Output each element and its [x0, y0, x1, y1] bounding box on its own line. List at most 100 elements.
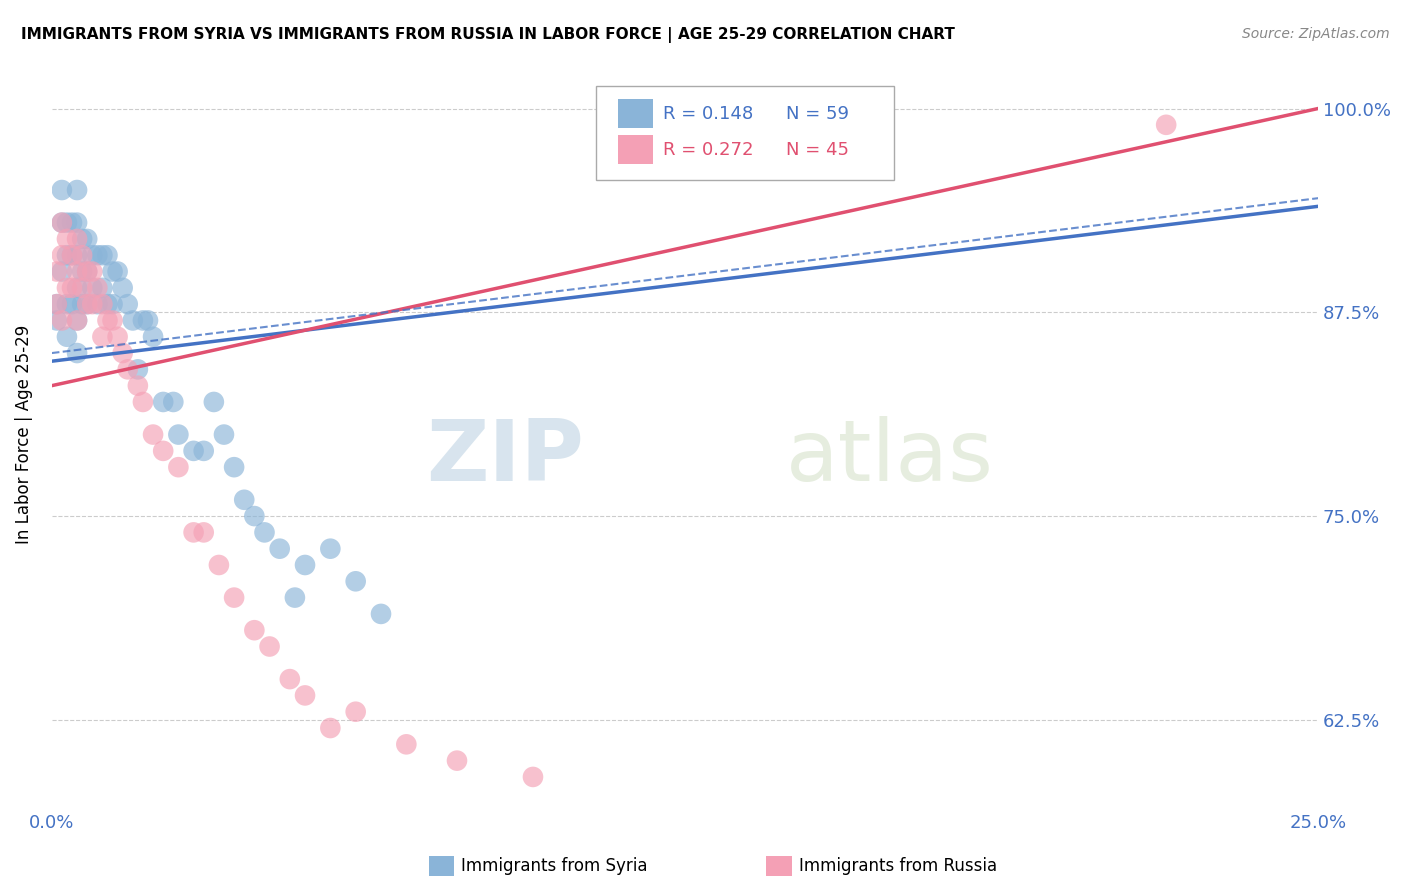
Point — [152, 443, 174, 458]
Point — [127, 378, 149, 392]
Point — [142, 330, 165, 344]
Point — [60, 248, 83, 262]
Bar — [617, 136, 654, 164]
Point — [233, 492, 256, 507]
Point — [66, 346, 89, 360]
Point — [56, 297, 79, 311]
Point — [91, 297, 114, 311]
Point — [127, 362, 149, 376]
Text: IMMIGRANTS FROM SYRIA VS IMMIGRANTS FROM RUSSIA IN LABOR FORCE | AGE 25-29 CORRE: IMMIGRANTS FROM SYRIA VS IMMIGRANTS FROM… — [21, 27, 955, 43]
Point — [66, 313, 89, 327]
Text: Immigrants from Russia: Immigrants from Russia — [799, 857, 997, 875]
Point — [193, 443, 215, 458]
Point — [76, 264, 98, 278]
Point — [111, 281, 134, 295]
Point — [70, 297, 93, 311]
Point — [66, 248, 89, 262]
Point — [76, 297, 98, 311]
Point — [224, 460, 246, 475]
Point — [82, 264, 104, 278]
Point — [243, 509, 266, 524]
Text: N = 59: N = 59 — [786, 104, 849, 122]
Point — [208, 558, 231, 572]
Point — [193, 525, 215, 540]
Point — [76, 264, 98, 278]
Point — [45, 297, 67, 311]
Point — [152, 395, 174, 409]
Point — [101, 297, 124, 311]
Point — [91, 248, 114, 262]
Point — [446, 754, 468, 768]
Point — [344, 574, 367, 589]
Text: R = 0.148: R = 0.148 — [664, 104, 754, 122]
Point — [162, 395, 184, 409]
Point — [66, 232, 89, 246]
Point — [56, 330, 79, 344]
Point — [51, 313, 73, 327]
Point — [66, 264, 89, 278]
Point — [70, 281, 93, 295]
Point — [101, 264, 124, 278]
Point — [56, 281, 79, 295]
Point — [86, 248, 108, 262]
Point — [51, 248, 73, 262]
Point — [45, 264, 67, 278]
Point — [101, 313, 124, 327]
Point — [344, 705, 367, 719]
Point — [107, 330, 129, 344]
Point — [60, 281, 83, 295]
Text: ZIP: ZIP — [426, 416, 583, 499]
Point — [66, 281, 89, 295]
Point — [76, 232, 98, 246]
Point — [278, 672, 301, 686]
Point — [202, 395, 225, 409]
Point — [319, 721, 342, 735]
Point — [96, 297, 118, 311]
Point — [1154, 118, 1177, 132]
Y-axis label: In Labor Force | Age 25-29: In Labor Force | Age 25-29 — [15, 325, 32, 544]
Point — [294, 558, 316, 572]
Point — [395, 737, 418, 751]
Point — [45, 313, 67, 327]
Text: N = 45: N = 45 — [786, 141, 849, 159]
Point — [91, 330, 114, 344]
Point — [51, 216, 73, 230]
Point — [142, 427, 165, 442]
Point — [224, 591, 246, 605]
Point — [60, 297, 83, 311]
Point — [45, 297, 67, 311]
Point — [76, 297, 98, 311]
Point — [107, 264, 129, 278]
Point — [66, 216, 89, 230]
Text: atlas: atlas — [786, 416, 994, 499]
Point — [117, 362, 139, 376]
Point — [56, 232, 79, 246]
Point — [284, 591, 307, 605]
Text: R = 0.272: R = 0.272 — [664, 141, 754, 159]
Point — [294, 689, 316, 703]
Point — [86, 297, 108, 311]
Point — [212, 427, 235, 442]
Point — [522, 770, 544, 784]
Point — [70, 264, 93, 278]
Point — [183, 525, 205, 540]
Point — [82, 281, 104, 295]
Point — [259, 640, 281, 654]
FancyBboxPatch shape — [596, 86, 894, 179]
Point — [183, 443, 205, 458]
Point — [167, 460, 190, 475]
Point — [167, 427, 190, 442]
Point — [132, 395, 155, 409]
Point — [86, 281, 108, 295]
Point — [56, 216, 79, 230]
Point — [370, 607, 392, 621]
Point — [56, 248, 79, 262]
Text: Source: ZipAtlas.com: Source: ZipAtlas.com — [1241, 27, 1389, 41]
Point — [66, 183, 89, 197]
Point — [82, 297, 104, 311]
Point — [60, 216, 83, 230]
Point — [70, 248, 93, 262]
Point — [117, 297, 139, 311]
Point — [243, 624, 266, 638]
Text: Immigrants from Syria: Immigrants from Syria — [461, 857, 648, 875]
